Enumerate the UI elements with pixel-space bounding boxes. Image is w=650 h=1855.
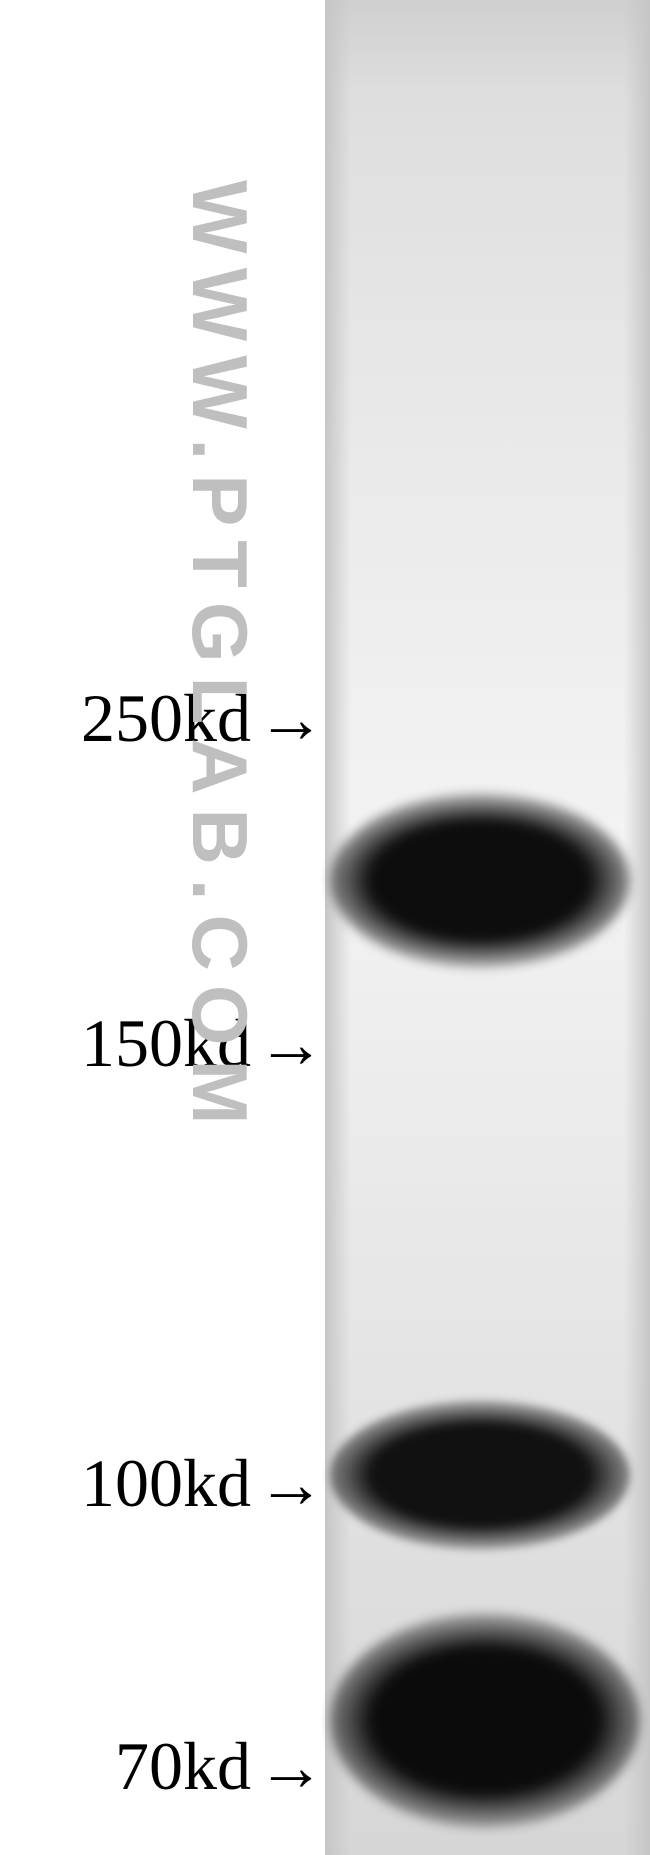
band-3 bbox=[330, 1613, 640, 1828]
blot-figure: 250kd→150kd→100kd→70kd→ WWW.PTGLAB.COM bbox=[0, 0, 650, 1855]
band-2 bbox=[330, 1400, 630, 1550]
band-1 bbox=[330, 793, 630, 968]
mw-marker-150kd: 150kd→ bbox=[81, 1004, 325, 1083]
watermark-text: WWW.PTGLAB.COM bbox=[174, 180, 265, 1139]
arrow-right-icon: → bbox=[257, 680, 325, 758]
mw-marker-label: 250kd bbox=[81, 679, 251, 758]
mw-marker-100kd: 100kd→ bbox=[81, 1444, 325, 1523]
mw-marker-label: 100kd bbox=[81, 1444, 251, 1523]
arrow-right-icon: → bbox=[257, 1728, 325, 1806]
arrow-right-icon: → bbox=[257, 1005, 325, 1083]
mw-marker-70kd: 70kd→ bbox=[115, 1727, 325, 1806]
mw-marker-250kd: 250kd→ bbox=[81, 679, 325, 758]
mw-marker-label: 70kd bbox=[115, 1727, 251, 1806]
arrow-right-icon: → bbox=[257, 1445, 325, 1523]
mw-marker-label: 150kd bbox=[81, 1004, 251, 1083]
